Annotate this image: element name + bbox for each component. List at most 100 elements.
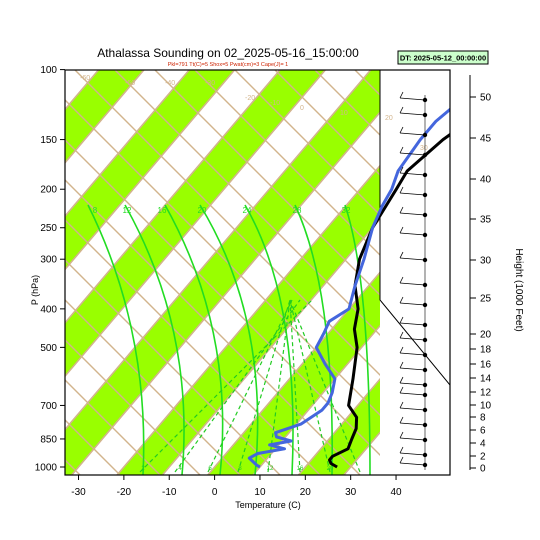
- wind-panel-edge: [379, 70, 450, 386]
- wind-barb: [399, 132, 426, 136]
- isotherm-label: -20: [245, 95, 255, 102]
- y-tick-label: 850: [40, 434, 57, 445]
- dry-adiabat-line: [65, 299, 241, 475]
- y-axis-title: P (hPa): [30, 275, 40, 305]
- mixing-ratio-line: [237, 299, 291, 473]
- y-tick-label: 250: [40, 223, 57, 234]
- height-tick-label: 20: [480, 330, 492, 341]
- height-tick-label: 6: [480, 426, 486, 437]
- mixing-ratio-line: [289, 299, 361, 473]
- wind-barb-tick: [399, 401, 404, 409]
- mixing-ratio-label: 16: [297, 466, 304, 472]
- height-tick-label: 8: [480, 413, 486, 424]
- wind-barb-tick: [399, 456, 404, 464]
- wind-barb: [399, 367, 426, 371]
- wind-barb-tick: [399, 296, 404, 304]
- mixing-ratio-label: 12: [267, 466, 274, 472]
- mixing-ratio-line: [289, 299, 301, 473]
- mixing-ratio-label: 20: [327, 466, 334, 472]
- wind-barb-tick: [399, 361, 404, 369]
- x-tick-label: 10: [254, 487, 266, 498]
- moist-adiabat-line: [244, 204, 294, 475]
- isotherm-label: -60: [80, 75, 90, 82]
- isotherm-label: 0: [300, 105, 304, 112]
- temperature-profile: [328, 132, 450, 469]
- wind-barb: [399, 382, 426, 386]
- isotherm-line: [65, 70, 372, 431]
- wind-barb-tick: [399, 251, 404, 259]
- wind-barb-tick: [399, 386, 404, 394]
- isotherm-line: [65, 70, 327, 378]
- wind-barb-tick: [399, 186, 404, 194]
- moist-adiabat-line: [199, 204, 259, 475]
- y-tick-label: 300: [40, 255, 57, 266]
- wind-barb: [399, 322, 426, 326]
- moist-adiabat-label: 32: [342, 206, 351, 215]
- wind-barb-tick: [399, 316, 404, 324]
- chart-title: Athalassa Sounding on 02_2025-05-16_15:0…: [97, 46, 359, 60]
- moist-adiabat-label: 24: [243, 206, 252, 215]
- height-tick-label: 30: [480, 256, 492, 267]
- wind-barb: [399, 152, 426, 156]
- dry-adiabat-line: [65, 99, 441, 475]
- y2-axis-title: Height (1000 Feet): [513, 248, 524, 331]
- y-tick-label: 200: [40, 185, 57, 196]
- chart-subtitle: Pkl=791 Tt(C)=5 Shox=5 Pwat(cm)=3 Cape(J…: [168, 62, 289, 68]
- wind-barb: [399, 192, 426, 196]
- wind-barb: [399, 257, 426, 261]
- height-tick-label: 35: [480, 215, 492, 226]
- height-tick-label: 2: [480, 452, 486, 463]
- wind-barb-tick: [399, 146, 404, 154]
- wind-barb: [399, 337, 426, 341]
- dry-adiabat-line: [0, 0, 40, 475]
- wind-barb: [399, 392, 426, 396]
- wind-barb: [399, 97, 426, 101]
- x-tick-label: 30: [345, 487, 357, 498]
- y-tick-label: 100: [40, 65, 57, 76]
- height-tick-label: 0: [480, 464, 486, 475]
- y-tick-label: 400: [40, 304, 57, 315]
- mixing-ratio-line: [207, 299, 293, 473]
- isotherm-line: [70, 70, 418, 475]
- x-tick-label: -10: [162, 487, 177, 498]
- height-tick-label: 16: [480, 360, 492, 371]
- wind-barb: [399, 212, 426, 216]
- isotherm-label: -50: [125, 80, 135, 87]
- height-tick-label: 12: [480, 388, 492, 399]
- y-tick-label: 500: [40, 343, 57, 354]
- wind-barb-tick: [399, 331, 404, 339]
- wind-barb-tick: [399, 206, 404, 214]
- mixing-ratio-line: [139, 299, 313, 473]
- dry-adiabat-line: [194, 70, 450, 326]
- isotherm-label: 10: [340, 110, 348, 117]
- wind-barb-tick: [399, 91, 404, 99]
- wind-barb-tick: [399, 346, 404, 354]
- x-axis-title: Temperature (C): [235, 500, 301, 510]
- height-tick-label: 40: [480, 175, 492, 186]
- isotherm-label: -40: [165, 80, 175, 87]
- wind-barb: [399, 407, 426, 411]
- isotherm-line: [65, 70, 145, 164]
- wind-barb: [399, 282, 426, 286]
- wind-barb: [399, 452, 426, 456]
- x-tick-label: 0: [212, 487, 218, 498]
- wind-barb: [399, 112, 426, 116]
- dry-adiabat-line: [65, 139, 401, 475]
- isotherm-label: 30: [420, 145, 428, 152]
- wind-barb-tick: [399, 446, 404, 454]
- moist-adiabat-label: 28: [293, 206, 302, 215]
- isotherm-band: [65, 70, 416, 475]
- mixing-ratio-label: 4: [178, 466, 182, 472]
- wind-barb-tick: [399, 126, 404, 134]
- mixing-ratio-label: 8: [238, 466, 242, 472]
- moist-adiabat-line: [124, 204, 185, 475]
- height-tick-label: 25: [480, 294, 492, 305]
- y-tick-label: 700: [40, 401, 57, 412]
- wind-barb-tick: [399, 416, 404, 424]
- wind-barb: [399, 422, 426, 426]
- height-tick-label: 14: [480, 374, 492, 385]
- wind-barb-tick: [399, 166, 404, 174]
- wind-barb: [399, 302, 426, 306]
- x-tick-label: -30: [71, 487, 86, 498]
- height-tick-label: 18: [480, 345, 492, 356]
